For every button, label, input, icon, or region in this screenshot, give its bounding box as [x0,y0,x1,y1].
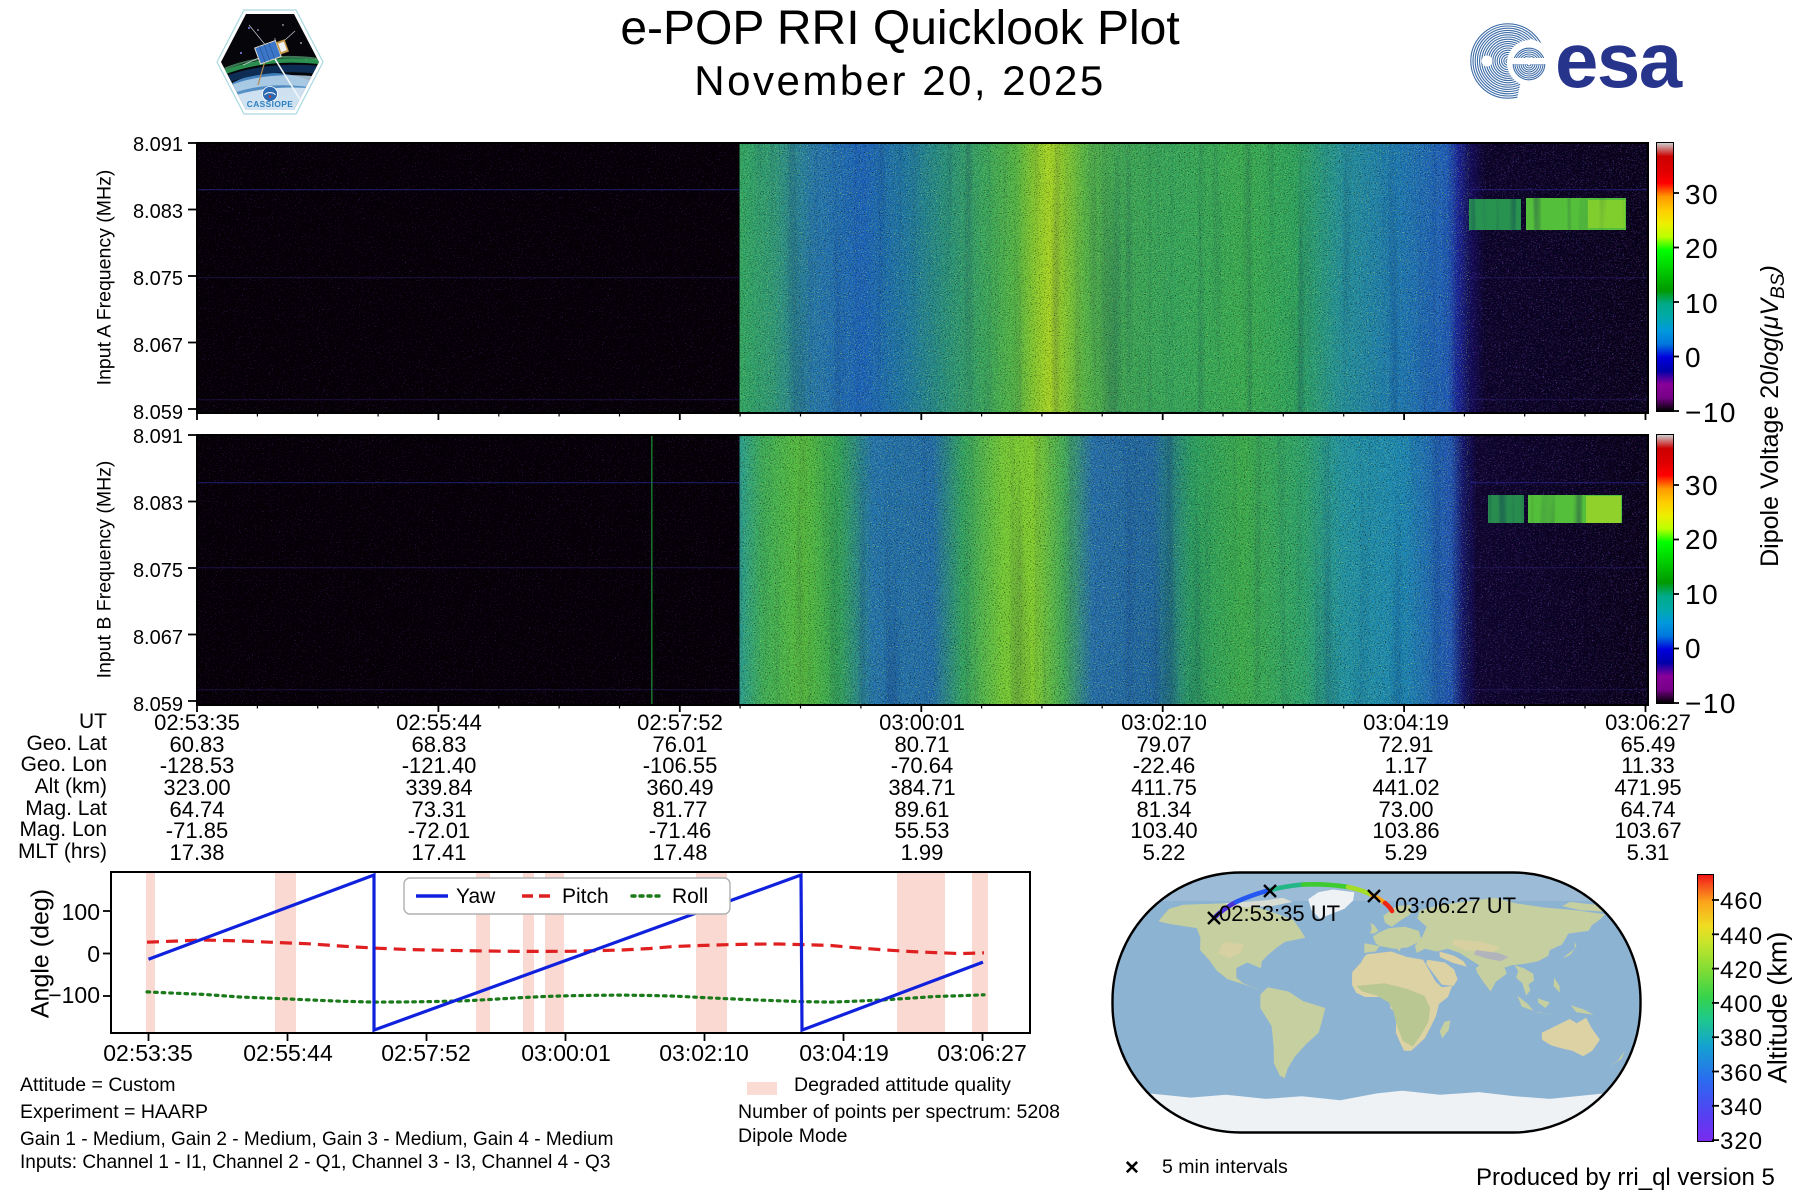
svg-text:esa: esa [1555,18,1683,104]
svg-text:CASSIOPE: CASSIOPE [247,99,293,109]
svg-text:Pitch: Pitch [562,885,609,908]
svg-text:Roll: Roll [672,885,708,908]
svg-text:03:06:27 UT: 03:06:27 UT [1395,893,1516,918]
svg-text:Yaw: Yaw [456,885,496,908]
svg-text:02:53:35 UT: 02:53:35 UT [1219,901,1340,926]
